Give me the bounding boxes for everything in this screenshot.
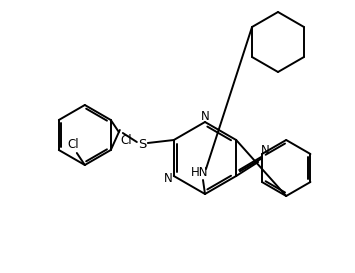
Text: N: N bbox=[261, 144, 269, 156]
Text: N: N bbox=[201, 109, 209, 123]
Text: S: S bbox=[138, 138, 146, 152]
Text: Cl: Cl bbox=[67, 138, 79, 152]
Text: Cl: Cl bbox=[120, 133, 132, 147]
Text: N: N bbox=[164, 173, 173, 185]
Text: HN: HN bbox=[191, 165, 209, 179]
